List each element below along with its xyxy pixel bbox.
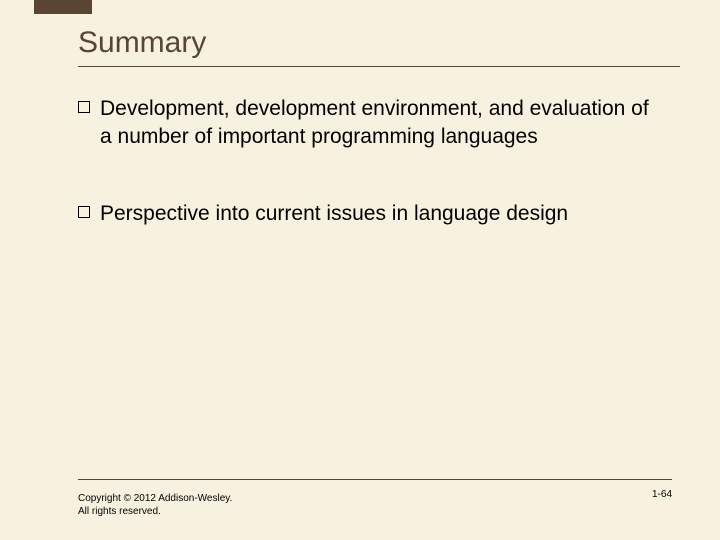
copyright-text: Copyright © 2012 Addison-Wesley. All rig… <box>78 492 238 518</box>
slide-title: Summary <box>78 26 206 60</box>
square-bullet-icon <box>78 101 90 113</box>
accent-tab <box>34 0 92 14</box>
bullet-item: Perspective into current issues in langu… <box>78 200 660 228</box>
bullet-text: Perspective into current issues in langu… <box>100 200 660 228</box>
bullet-item: Development, development environment, an… <box>78 95 660 152</box>
title-underline <box>78 66 680 67</box>
footer-divider <box>78 479 672 480</box>
slide: Summary Development, development environ… <box>0 0 720 540</box>
bullet-text: Development, development environment, an… <box>100 95 660 152</box>
page-number: 1-64 <box>652 489 672 500</box>
square-bullet-icon <box>78 206 90 218</box>
slide-body: Development, development environment, an… <box>78 95 660 276</box>
